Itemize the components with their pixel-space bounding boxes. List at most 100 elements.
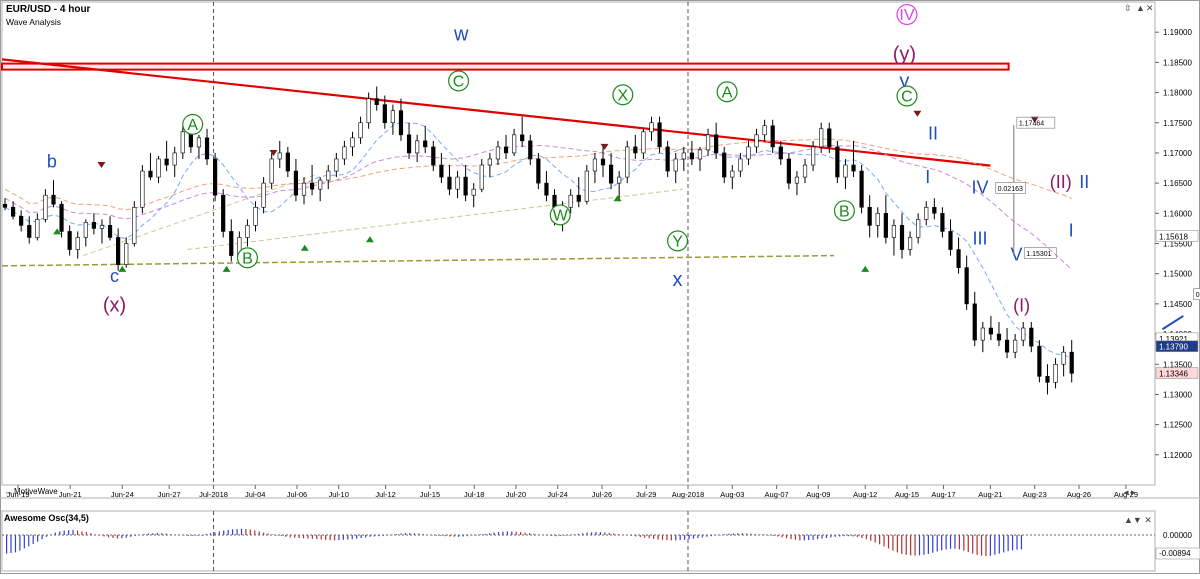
oscillator-bar [156,532,158,535]
osc-controls-icon[interactable]: ▲▼ ✕ [1124,515,1152,525]
oscillator-bar [351,535,353,540]
measure-low-1: 1.15301 [1026,251,1051,258]
oscillator-bar [989,535,992,556]
oscillator-bar [604,532,606,535]
candle-body [528,140,533,160]
candle-body [164,158,169,166]
pin-icon[interactable]: ⇳ [1124,3,1132,13]
oscillator-bar [856,535,859,538]
oscillator-bar [595,532,597,535]
candle-body [269,158,274,184]
oscillator-bar [187,535,189,536]
oscillator-bar [781,535,783,538]
oscillator-bar [1020,535,1023,550]
wave-a-label-1-circle [182,113,204,135]
price-tag: 1.15618 [1159,232,1188,241]
wave-c-label-1: C [453,74,465,91]
candle-body [318,179,323,190]
x-tick-label: Jun-21 [59,490,82,499]
oscillator-bar [493,532,495,535]
oscillator-current-label: -0.00894 [1159,549,1191,558]
oscillator-bar [710,535,712,537]
scroll-left-icon[interactable]: ⇔ [4,487,13,497]
oscillator-bar [661,535,664,540]
oscillator-bar [586,532,588,535]
candle-body [544,182,549,196]
oscillator-bar [887,535,890,549]
x-tick-label: Aug-2018 [672,490,705,499]
candle-body [730,170,735,178]
oscillator-bar [311,535,313,539]
oscillator-bar [515,531,517,535]
pivot-low-marker [118,265,127,272]
x-tick-label: Jun-27 [158,490,181,499]
oscillator-bar [684,535,686,540]
candle-body [956,249,961,268]
oscillator-bar [32,535,34,544]
oscillator-bar [790,535,792,540]
candle-body [487,158,492,166]
oscillator-bar [325,535,327,540]
oscillator-bar [994,535,996,555]
oscillator-bar [564,535,566,536]
candle-body [859,170,864,208]
candle-body [43,194,48,220]
oscillator-panel [1,510,1156,572]
candle-body [439,164,444,178]
oscillator-bar [347,535,349,540]
price-tag: 1.13790 [1159,343,1188,352]
arrow-up-icon[interactable]: ▲ [1136,3,1145,13]
oscillator-bar [54,532,56,535]
candle-body [35,219,40,238]
candle-body [1004,339,1010,353]
y-tick-label: 1.13500 [1163,360,1192,369]
candle-body [455,176,460,190]
oscillator-bar [706,535,708,537]
oscillator-bar [972,535,974,554]
wave-i-label: I [925,167,930,187]
close-icon[interactable]: ✕ [1146,3,1154,13]
measure-diff-2: 0.03185 [1196,292,1200,299]
oscillator-bar [240,528,243,535]
candle-body [996,333,1002,341]
oscillator-bar [799,535,801,541]
oscillator-bar [449,535,451,537]
candle-body [568,194,573,208]
candle-body [479,164,484,190]
oscillator-bar [848,535,850,537]
oscillator-bar [413,533,415,535]
y-tick-label: 1.18500 [1163,58,1192,67]
oscillator-bar [307,535,309,539]
oscillator-bar [480,534,482,535]
candle-body [891,225,897,238]
y-tick-label: 1.14500 [1163,300,1192,309]
candle-body [358,122,363,139]
candle-body [802,164,808,178]
wave-iv-major-label-circle [896,3,918,26]
candle-body [1021,327,1026,341]
oscillator-bar [320,535,322,540]
candle-body [342,146,347,160]
y-tick-label: 1.17500 [1163,119,1192,128]
oscillator-bar [81,531,83,535]
oscillator-bar [298,535,300,538]
candle-body [584,170,589,202]
oscillator-bar [400,533,402,535]
measure-low-1-box [1023,247,1057,259]
zoom-controls-icon[interactable]: ◂ ▸ [1124,487,1136,497]
x-tick-label: Jul-20 [506,490,526,499]
pivot-low-marker [861,265,870,272]
oscillator-bar [670,535,672,541]
oscillator-bar [728,533,730,535]
oscillator-bar [338,535,340,541]
candle-body [875,213,880,226]
oscillator-bar [267,533,269,535]
oscillator-bar [218,531,220,535]
wave-ii-paren-label: (II) [1050,172,1072,192]
oscillator-bar [732,533,734,535]
price-tag: 1.13921 [1159,335,1188,344]
oscillator-bar [746,533,748,535]
oscillator-bar [391,534,393,536]
candle-body [67,231,72,250]
